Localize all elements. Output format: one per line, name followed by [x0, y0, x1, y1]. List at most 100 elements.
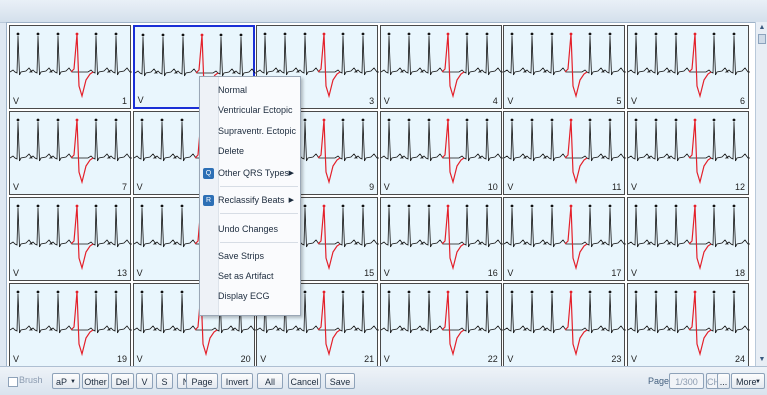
chevron-down-icon: ▼ — [755, 379, 761, 385]
brush-label: Brush — [19, 375, 43, 385]
beat-marker — [303, 204, 307, 208]
normal-beats-trace — [380, 121, 503, 162]
lead-label: V — [631, 96, 638, 106]
ecg-strip-cell[interactable]: V 13 — [9, 197, 132, 281]
menu-item-ventricular-ectopic[interactable]: Ventricular Ectopic — [200, 102, 300, 119]
menu-item-save-strips[interactable]: Save Strips — [200, 248, 300, 265]
ecg-strip-cell[interactable]: V 22 — [379, 283, 503, 367]
supraventricular-button[interactable]: S — [156, 373, 173, 389]
menu-item-display-ecg[interactable]: Display ECG — [200, 288, 300, 305]
beat-marker — [114, 118, 118, 122]
ecg-strip-cell[interactable]: V 16 — [379, 197, 503, 281]
menu-item-set-as-artifact[interactable]: Set as Artifact — [200, 268, 300, 285]
normal-beats-trace — [628, 293, 750, 334]
ecg-strip-cell[interactable]: V 10 — [379, 111, 503, 195]
strip-number: 4 — [492, 96, 498, 106]
normal-beats-trace — [10, 35, 132, 76]
beat-marker — [140, 290, 143, 294]
menu-item-label: Supraventr. Ectopic — [218, 126, 297, 136]
ecg-strip-cell[interactable]: V 24 — [627, 283, 750, 367]
beat-marker — [693, 290, 697, 294]
normal-beats-trace — [10, 293, 132, 334]
lead-label: V — [507, 182, 514, 192]
beat-marker — [303, 118, 307, 122]
more-dropdown[interactable]: More ▼ — [731, 373, 765, 389]
ecg-strip-cell[interactable]: V 19 — [9, 283, 132, 367]
lead-label: V — [507, 96, 514, 106]
lead-label: V — [383, 268, 390, 278]
ecg-strip-cell[interactable]: V 17 — [503, 197, 627, 281]
beat-marker — [341, 204, 345, 208]
ecg-strip-cell[interactable]: V 18 — [627, 197, 750, 281]
beat-marker — [322, 118, 326, 122]
brush-checkbox[interactable] — [8, 377, 18, 387]
beat-type-dropdown[interactable]: aP ▼ — [52, 373, 80, 389]
strip-number: 11 — [612, 182, 622, 192]
invert-button[interactable]: Invert — [221, 373, 253, 389]
beat-marker — [569, 290, 573, 294]
menu-item-reclassify-beats[interactable]: R Reclassify Beats ▶ — [200, 192, 300, 209]
cancel-button[interactable]: Cancel — [288, 373, 321, 389]
page-number-field[interactable]: 1/300 — [669, 373, 704, 389]
menu-item-label: Undo Changes — [218, 224, 279, 234]
beat-marker — [75, 118, 79, 122]
delete-button[interactable]: Del — [111, 373, 134, 389]
other-button[interactable]: Other — [82, 373, 109, 389]
beat-marker — [140, 204, 143, 208]
ecg-strip-cell[interactable]: V 11 — [503, 111, 627, 195]
ectopic-beat-trace — [317, 205, 341, 271]
ecg-strip-cell[interactable]: V 12 — [627, 111, 750, 195]
strip-number: 19 — [116, 354, 127, 364]
ecg-strip-cell[interactable]: V2 — [132, 25, 257, 109]
beat-marker — [465, 32, 469, 36]
ectopic-beat-trace — [441, 291, 465, 357]
beat-marker — [114, 32, 118, 36]
normal-beats-trace — [504, 35, 627, 76]
normal-beats-trace — [628, 121, 750, 162]
menu-item-normal[interactable]: Normal — [200, 82, 300, 99]
beat-marker — [219, 33, 222, 37]
ecg-trace-icon — [380, 290, 503, 357]
beat-marker — [510, 290, 514, 294]
ectopic-beat-trace — [441, 119, 465, 185]
beat-marker — [56, 290, 60, 294]
beat-marker — [16, 32, 20, 36]
submenu-arrow-icon: ▶ — [288, 170, 294, 177]
channel-picker-button[interactable]: ... — [717, 373, 730, 389]
menu-item-delete[interactable]: Delete — [200, 143, 300, 160]
beat-marker — [530, 290, 534, 294]
ventricular-button[interactable]: V — [136, 373, 153, 389]
menu-item-supraventricular-ectopic[interactable]: Supraventr. Ectopic — [200, 123, 300, 140]
scroll-down-icon[interactable]: ▼ — [758, 356, 766, 363]
scroll-up-icon[interactable]: ▲ — [758, 24, 766, 31]
vertical-scrollbar[interactable]: ▲ ▼ — [755, 22, 767, 366]
beat-marker — [693, 118, 697, 122]
all-button[interactable]: All — [257, 373, 283, 389]
beat-marker — [510, 204, 514, 208]
beat-marker — [674, 118, 678, 122]
ecg-strip-cell[interactable]: V 23 — [503, 283, 627, 367]
menu-item-other-qrs-types[interactable]: Q Other QRS Types ▶ — [200, 165, 300, 182]
normal-beats-trace — [257, 293, 380, 334]
beat-marker — [322, 290, 326, 294]
page-button[interactable]: Page — [186, 373, 218, 389]
beat-marker — [160, 204, 163, 208]
menu-item-undo-changes[interactable]: Undo Changes — [200, 221, 300, 238]
save-button[interactable]: Save — [325, 373, 355, 389]
beat-marker — [94, 118, 98, 122]
beat-marker — [446, 204, 450, 208]
lead-label: V — [507, 354, 514, 364]
menu-item-label: Normal — [218, 85, 248, 95]
beat-marker — [485, 290, 489, 294]
normal-beats-trace — [504, 121, 627, 162]
lead-label: V — [631, 182, 638, 192]
normal-beats-trace — [380, 293, 503, 334]
scroll-thumb[interactable] — [758, 34, 766, 44]
beat-marker — [36, 118, 40, 122]
ectopic-beat-trace — [564, 291, 588, 357]
